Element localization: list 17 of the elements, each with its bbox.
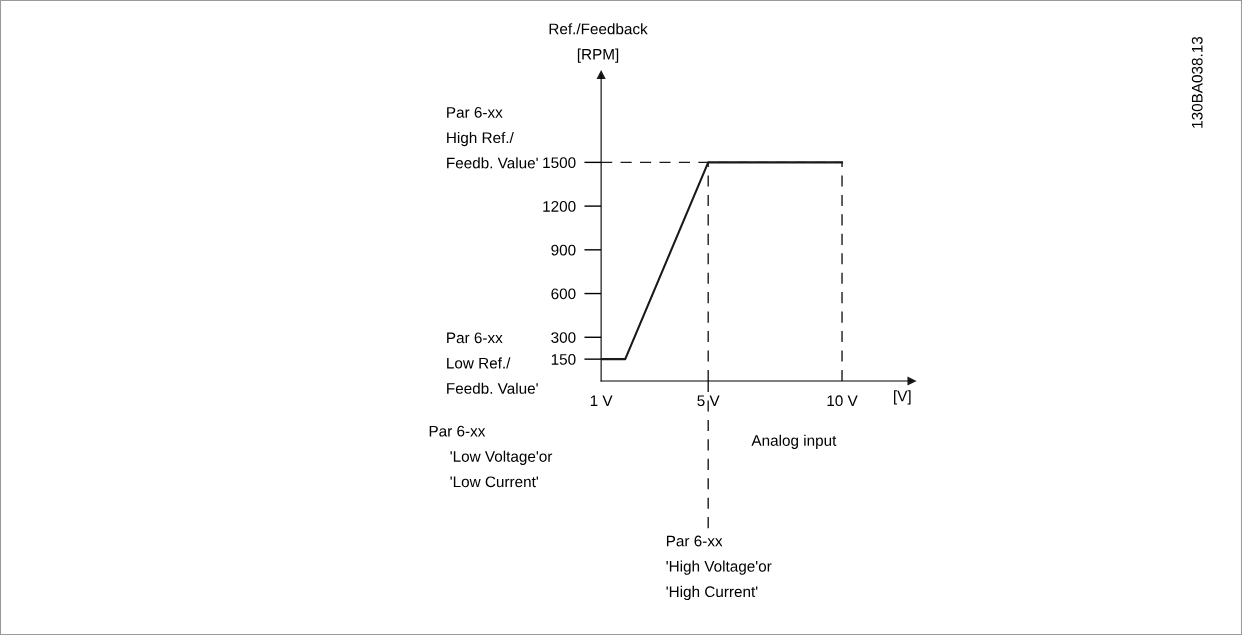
- y-tick-label: 600: [551, 288, 576, 300]
- text: Par 6-xx Low Ref./ Feedb. Value': [447, 332, 538, 394]
- x-axis-title: [V]: [894, 390, 911, 405]
- text: Analog input: [751, 434, 837, 449]
- x-tick-label: 5 V: [697, 395, 720, 407]
- text: Par 6-xx 'High Voltage'or 'High Current': [666, 535, 772, 601]
- x-tick-label: 10 V: [827, 395, 858, 407]
- y-tick-label: 1500: [543, 157, 576, 169]
- y-tick-label: 150: [551, 354, 576, 365]
- x-tick-label: 1 V: [590, 395, 613, 406]
- y-tick-label: 900: [551, 244, 576, 256]
- y-axis-title: Ref./Feedback [RPM]: [549, 23, 648, 63]
- y-tick-label: 300: [551, 332, 576, 343]
- text: Par 6-xx High Ref./ Feedb. Value': [447, 106, 538, 169]
- y-tick-label: 1200: [543, 200, 576, 212]
- text: Par 6-xx 'Low Voltage'or 'Low Current': [429, 425, 553, 488]
- text: 130BA038.13: [1191, 36, 1203, 128]
